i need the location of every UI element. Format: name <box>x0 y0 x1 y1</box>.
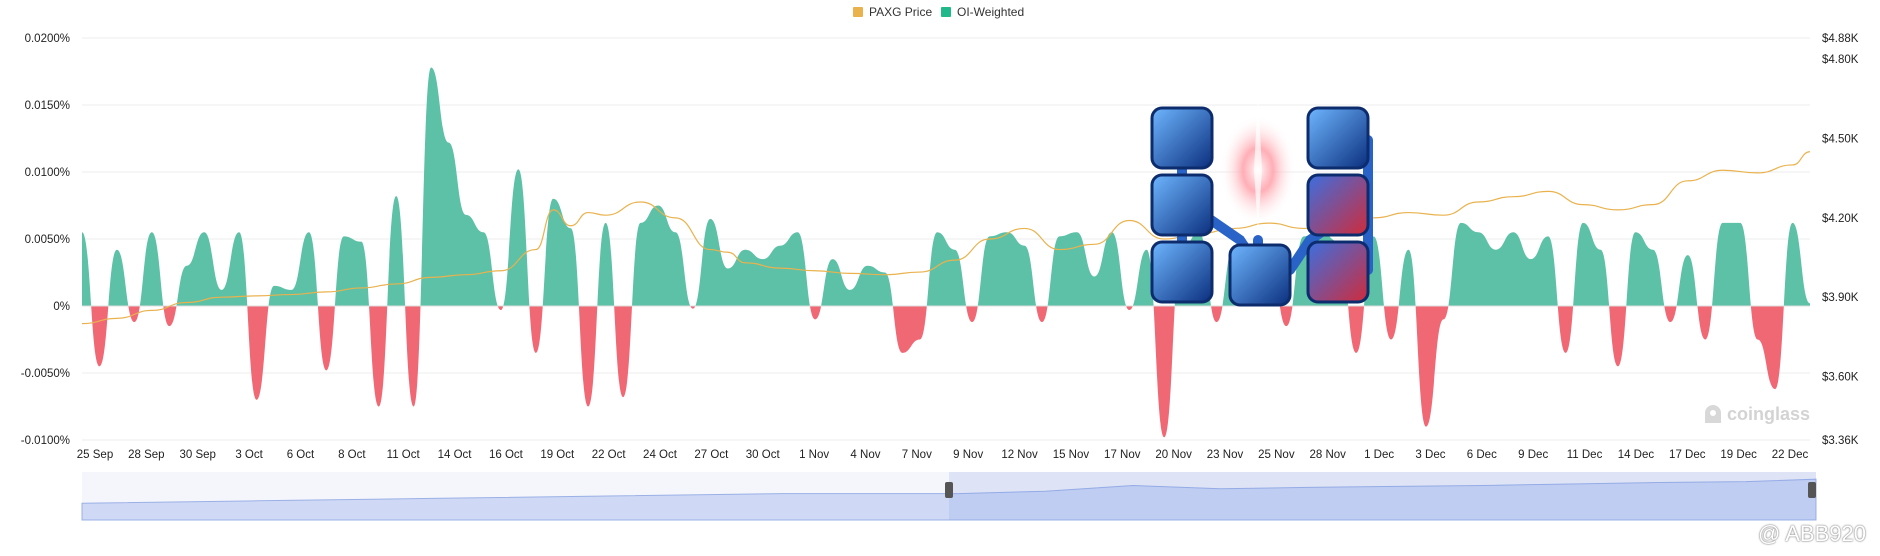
range-navigator[interactable] <box>81 472 1817 521</box>
x-tick-label: 14 Oct <box>438 449 473 461</box>
oi-swatch <box>941 7 951 17</box>
oi-legend-label: OI-Weighted <box>957 5 1024 19</box>
x-tick-label: 28 Sep <box>128 449 164 461</box>
x-tick-label: 9 Dec <box>1518 449 1548 461</box>
coinglass-text: coinglass <box>1727 404 1810 424</box>
x-tick-label: 3 Dec <box>1415 449 1445 461</box>
left-tick-label: 0.0200% <box>25 33 70 45</box>
x-tick-label: 25 Sep <box>77 449 113 461</box>
author-credit: @ ABB920 <box>1758 521 1866 546</box>
x-tick-label: 30 Sep <box>180 449 216 461</box>
right-tick-label: $3.90K <box>1822 292 1859 304</box>
legend-item-oi[interactable]: OI-Weighted <box>941 5 1024 19</box>
x-tick-label: 1 Nov <box>799 449 829 461</box>
blockchain-cubes-graphic <box>1150 95 1373 307</box>
price-swatch <box>853 7 863 17</box>
grid-lines <box>82 37 1810 441</box>
navigator-selection[interactable] <box>949 472 1816 520</box>
right-tick-label: $4.80K <box>1822 54 1859 66</box>
left-tick-label: 0.0150% <box>25 100 70 112</box>
right-tick-label: $4.88K <box>1822 33 1859 45</box>
x-tick-label: 25 Nov <box>1258 449 1295 461</box>
x-tick-label: 9 Nov <box>953 449 983 461</box>
x-tick-label: 17 Dec <box>1669 449 1706 461</box>
x-tick-label: 8 Oct <box>338 449 366 461</box>
x-tick-label: 27 Oct <box>694 449 729 461</box>
x-tick-label: 15 Nov <box>1053 449 1090 461</box>
x-tick-label: 11 Dec <box>1567 449 1603 461</box>
x-tick-label: 22 Oct <box>592 449 627 461</box>
x-tick-label: 22 Dec <box>1772 449 1809 461</box>
oi-positive-area <box>82 67 1810 306</box>
x-axis: 25 Sep 28 Sep 30 Sep 3 Oct 6 Oct 8 Oct 11 Oct 1… <box>77 449 1809 461</box>
x-tick-label: 30 Oct <box>746 449 781 461</box>
price-line <box>81 151 1811 325</box>
x-tick-label: 4 Nov <box>850 449 880 461</box>
x-tick-label: 6 Dec <box>1467 449 1497 461</box>
left-tick-label: 0.0100% <box>25 167 70 179</box>
x-tick-label: 12 Nov <box>1001 449 1038 461</box>
left-tick-label: 0.0050% <box>25 234 70 246</box>
x-tick-label: 24 Oct <box>643 449 678 461</box>
x-tick-label: 3 Oct <box>235 449 263 461</box>
legend-item-price[interactable]: PAXG Price <box>853 5 932 19</box>
navigator-right-handle[interactable] <box>1808 482 1816 498</box>
x-tick-label: 11 Oct <box>387 449 421 461</box>
price-series <box>81 151 1811 325</box>
left-tick-label: 0% <box>53 301 70 313</box>
x-tick-label: 28 Nov <box>1310 449 1347 461</box>
x-tick-label: 23 Nov <box>1207 449 1244 461</box>
x-tick-label: 7 Nov <box>902 449 932 461</box>
left-axis: 0.0200% 0.0150% 0.0100% 0.0050% 0% -0.0050% -0… <box>21 33 70 447</box>
cube-icon <box>1150 106 1370 307</box>
x-tick-label: 16 Oct <box>489 449 524 461</box>
x-tick-label: 1 Dec <box>1364 449 1394 461</box>
x-tick-label: 17 Nov <box>1104 449 1141 461</box>
x-tick-label: 6 Oct <box>287 449 315 461</box>
right-tick-label: $3.36K <box>1822 435 1859 447</box>
right-tick-label: $4.50K <box>1822 134 1859 146</box>
oi-weighted-series <box>82 67 1810 438</box>
x-tick-label: 20 Nov <box>1155 449 1192 461</box>
coinglass-logo-icon <box>1705 405 1721 423</box>
right-tick-label: $4.20K <box>1822 213 1859 225</box>
left-tick-label: -0.0100% <box>21 435 70 447</box>
right-axis: $4.88K $4.80K $4.50K $4.20K $3.90K $3.60K $3.3… <box>1822 33 1859 447</box>
x-tick-label: 19 Dec <box>1720 449 1757 461</box>
oi-negative-area <box>82 306 1810 438</box>
legend: PAXG Price OI-Weighted <box>853 5 1024 19</box>
right-tick-label: $3.60K <box>1822 372 1859 384</box>
x-tick-label: 19 Oct <box>540 449 575 461</box>
left-tick-label: -0.0050% <box>21 368 70 380</box>
navigator-area <box>81 478 1817 521</box>
navigator-left-handle[interactable] <box>945 482 953 498</box>
coinglass-watermark: coinglass <box>1705 404 1810 424</box>
price-legend-label: PAXG Price <box>869 5 932 19</box>
x-tick-label: 14 Dec <box>1618 449 1655 461</box>
